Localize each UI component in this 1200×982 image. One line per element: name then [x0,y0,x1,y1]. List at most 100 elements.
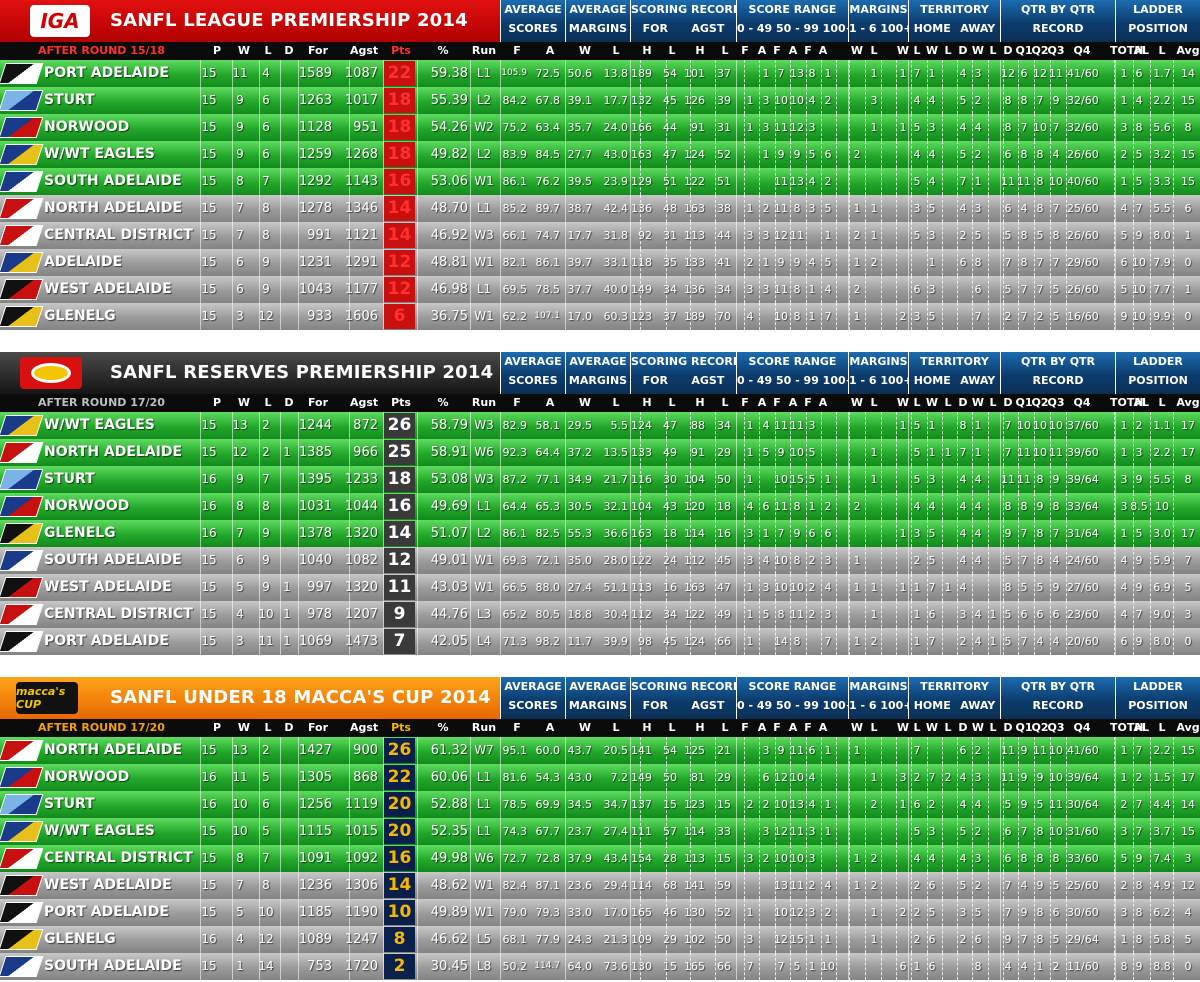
cell-value: 868 [353,770,378,785]
column-header: For [307,396,329,409]
column-divider [500,222,501,249]
cell-value: 47 [663,419,677,432]
column-divider [1000,493,1001,520]
column-header: L [721,721,729,734]
cell-value: 37 [717,67,731,80]
column-divider [744,601,745,628]
column-divider [383,303,384,330]
column-divider [759,764,760,791]
column-divider [349,249,350,276]
cell-value: 4 [974,608,982,621]
cell-value: 5 [913,175,921,188]
cell-value: 8 [777,608,785,621]
column-divider [927,628,928,655]
column-divider [1114,493,1115,520]
cell-value: 15 [790,473,804,486]
column-divider [565,439,566,466]
column-divider [383,249,384,276]
column-divider [715,493,716,520]
column-header-row: AFTER ROUND 15/18 P W L D For Agst Pts% Run F A W L H… [0,42,1200,60]
cell-value: 124 [684,635,705,648]
column-divider [470,547,471,574]
column-divider [500,737,501,764]
cell-value: 43.03 [430,580,468,595]
column-divider [1000,737,1001,764]
column-divider [298,520,299,547]
column-divider [881,114,882,141]
column-divider [1150,249,1151,276]
column-divider [957,628,958,655]
column-divider [911,466,912,493]
cell-value: 1 [762,67,770,80]
column-divider [259,628,260,655]
cell-value: 3 [1135,446,1143,459]
cell-value: W1 [474,255,494,269]
cell-value: 5 [1052,283,1060,296]
column-divider [1133,249,1134,276]
column-divider [417,926,418,953]
cell-value: 2 [1004,310,1012,323]
group-title: SCORE RANGE [748,3,837,16]
club-logo-icon [0,550,44,571]
cell-value: 8 [793,202,801,215]
cell-value: 1320 [344,526,378,541]
group-title: LADDER [1133,355,1183,368]
club-logo-icon [0,415,44,436]
column-divider [1034,222,1035,249]
club-logo-icon [0,279,44,300]
cell-value: 5 [1004,229,1012,242]
column-divider [927,195,928,222]
team-name: CENTRAL DISTRICT [44,850,193,866]
column-divider [470,628,471,655]
cell-value: 7 [1036,94,1044,107]
cell-value: 1259 [298,147,332,162]
cell-value: 2 [959,229,967,242]
column-divider [848,276,849,303]
team-name: WEST ADELAIDE [44,877,172,893]
column-divider [1114,547,1115,574]
column-divider [690,493,691,520]
column-divider [280,412,281,439]
column-divider [349,168,350,195]
column-header: A [757,396,767,409]
column-divider [470,764,471,791]
column-divider [908,168,909,195]
cell-value: 120 [684,500,705,513]
column-divider [790,249,791,276]
cell-value [859,168,889,195]
column-divider [790,222,791,249]
column-divider [908,276,909,303]
column-divider [1034,276,1035,303]
cell-value: 9 [1120,310,1128,323]
cell-value: 6 [236,553,244,567]
column-divider [911,195,912,222]
cell-value: 1 [762,256,770,269]
cell-value: 10 [1017,419,1031,432]
column-divider [1115,141,1116,168]
cell-value: 44.76 [430,607,468,622]
cell-value: 4 [974,500,982,513]
column-divider [1050,168,1051,195]
cell-value: 26/60 [1067,283,1099,296]
column-header: W [925,721,939,734]
column-divider [848,114,849,141]
column-divider [349,601,350,628]
group-subtitle-b: AGST [691,374,725,387]
column-divider [806,60,807,87]
cell-value: 1 [853,635,861,648]
column-divider [759,737,760,764]
cell-value: 4 [236,607,244,621]
column-divider [383,628,384,655]
cell-value: 11 [232,66,248,80]
column-divider [640,222,641,249]
column-divider [280,574,281,601]
column-divider [1000,547,1001,574]
cell-value: 1 [746,608,754,621]
cell-value: 45 [663,94,677,107]
cell-value: 12 [790,121,804,134]
cell-value: 69.3 [502,554,528,567]
cell-value: 129 [631,175,652,188]
column-divider [232,303,233,330]
cell-value: 4 [762,419,770,432]
cell-value: 1 [928,67,936,80]
